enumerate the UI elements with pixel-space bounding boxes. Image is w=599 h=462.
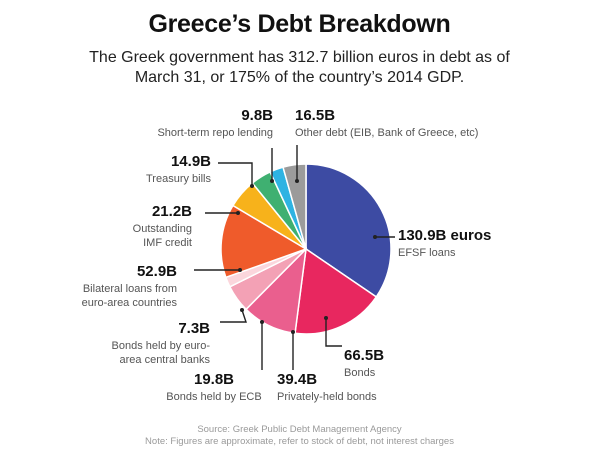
slice-value-label: 66.5B [344,347,384,364]
chart-subtitle: The Greek government has 312.7 billion e… [40,48,559,88]
pie-slice [282,163,307,250]
pie-slices [220,163,392,335]
pie-labels: 130.9B euros EFSF loans 66.5B Bonds 39.4B Pri… [82,107,492,403]
leader-dot [324,316,328,320]
footer-note: Note: Figures are approximate, refer to … [145,436,454,447]
subtitle-line-2: March 31, or 175% of the country’s 2014 … [134,69,465,86]
leader-dot [260,320,264,324]
leader-dot [270,179,274,183]
slice-category-label: Other debt (EIB, Bank of Greece, etc) [295,127,478,139]
slice-category-label: Bilateral loans from [83,283,177,295]
slice-category-label: IMF credit [143,237,192,249]
slice-value-label: 16.5B [295,107,335,124]
slice-category-label: Bonds held by ECB [166,391,261,403]
slice-category-label: euro-area countries [82,297,178,309]
slice-value-label: 14.9B [171,153,211,170]
slice-category-label: Short-term repo lending [157,127,273,139]
leader-dot [238,268,242,272]
leader-line [220,309,247,323]
slice-category-label: Bonds held by euro- [112,340,211,352]
slice-value-label: 52.9B [137,263,177,280]
leader-dot [295,179,299,183]
footer-source: Source: Greek Public Debt Management Age… [197,424,402,435]
leader-dot [240,308,244,312]
leader-line [218,162,253,186]
slice-value-label: 7.3B [178,320,210,337]
slice-value-label: 130.9B euros [398,227,491,244]
chart-footer: Source: Greek Public Debt Management Age… [0,424,599,448]
leader-dot [236,211,240,215]
leader-dot [250,184,254,188]
slice-value-label: 21.2B [152,203,192,220]
subtitle-line-1: The Greek government has 312.7 billion e… [89,49,510,66]
leader-dot [373,235,377,239]
slice-category-label: area central banks [120,354,211,366]
pie-slice [220,204,308,279]
slice-category-label: Treasury bills [146,173,211,185]
chart-title: Greece’s Debt Breakdown [148,10,451,38]
slice-value-label: 9.8B [241,107,273,124]
leader-line [325,318,342,347]
slice-category-label: Bonds [344,367,376,379]
slice-value-label: 19.8B [194,371,234,388]
leader-dot [291,330,295,334]
slice-value-label: 39.4B [277,371,317,388]
slice-category-label: Outstanding [133,223,192,235]
slice-category-label: EFSF loans [398,247,456,259]
slice-category-label: Privately-held bonds [277,391,377,403]
pie-slice [294,247,378,335]
pie-slice [305,163,392,298]
